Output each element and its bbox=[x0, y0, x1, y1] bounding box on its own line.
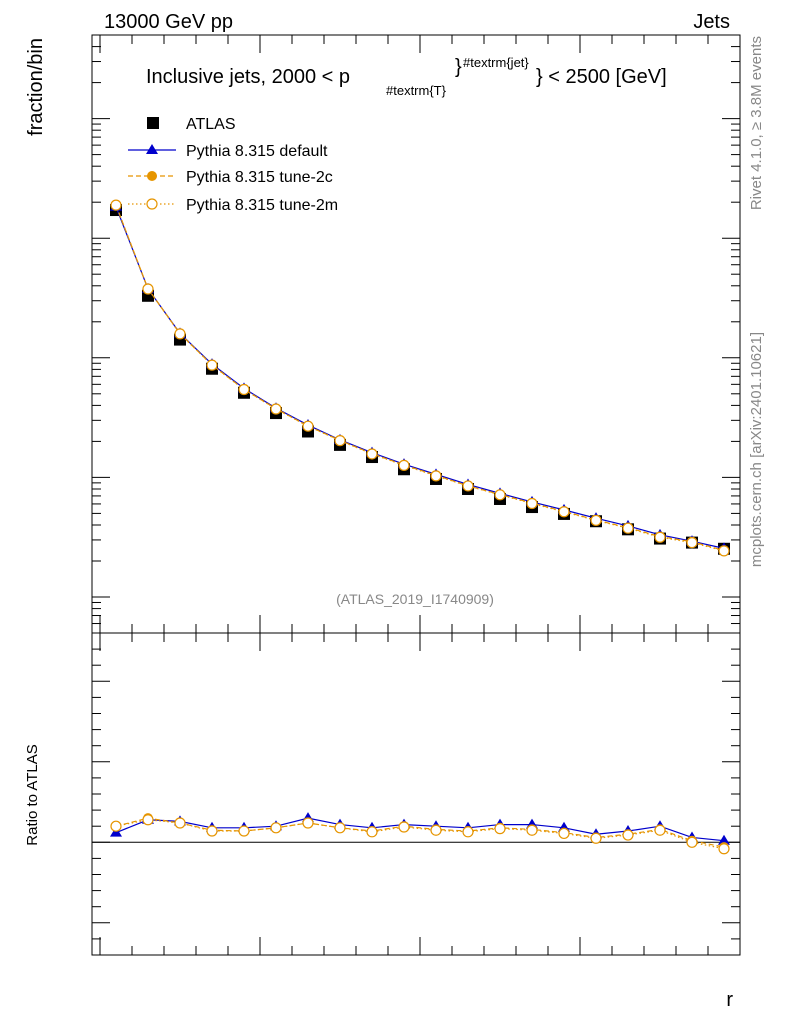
main-point-3 bbox=[206, 359, 218, 371]
title-superscript: #textrm{jet} bbox=[463, 55, 529, 70]
main-point-3 bbox=[686, 536, 698, 549]
main-point-3 bbox=[302, 420, 314, 432]
legend-label-atlas: ATLAS bbox=[186, 116, 236, 133]
main-point-3 bbox=[174, 328, 186, 340]
main-point-3 bbox=[142, 283, 154, 295]
ratio-point-2 bbox=[366, 826, 378, 838]
main-point-3 bbox=[590, 514, 602, 526]
title-subscript: #textrm{T} bbox=[386, 83, 447, 98]
y-axis-title: fraction/bin bbox=[25, 38, 47, 136]
ratio-point-2 bbox=[558, 827, 570, 840]
main-point-3 bbox=[654, 531, 666, 543]
plot-title: Inclusive jets, 2000 < p #textrm{T} } #t… bbox=[146, 55, 667, 98]
header-energy-label: 13000 GeV pp bbox=[104, 11, 233, 33]
ratio-series-line-1 bbox=[115, 817, 725, 848]
legend-marker-tune2c bbox=[147, 171, 157, 181]
main-series-line-1 bbox=[115, 206, 725, 549]
title-main: Inclusive jets, 2000 < p bbox=[146, 66, 350, 88]
ratio-plot-frame bbox=[91, 632, 741, 956]
ratio-point-2 bbox=[142, 814, 154, 826]
ratio-axis-title: Ratio to ATLAS bbox=[24, 744, 41, 845]
main-point-3 bbox=[494, 489, 506, 501]
legend-label-tune2m: Pythia 8.315 tune-2m bbox=[186, 197, 338, 214]
main-point-3 bbox=[334, 435, 346, 447]
ratio-point-0 bbox=[718, 834, 730, 845]
ratio-point-2 bbox=[686, 836, 698, 848]
main-point-3 bbox=[622, 522, 634, 534]
legend-label-tune2c: Pythia 8.315 tune-2c bbox=[186, 169, 333, 186]
ratio-point-2 bbox=[622, 829, 634, 841]
ratio-point-2 bbox=[398, 821, 410, 833]
ratio-point-2 bbox=[110, 820, 122, 832]
ratio-point-2 bbox=[494, 823, 506, 835]
ratio-axes bbox=[92, 632, 741, 956]
ratio-point-2 bbox=[238, 825, 250, 837]
header-jets-label: Jets bbox=[693, 11, 730, 33]
main-point-3 bbox=[238, 383, 250, 396]
ratio-series-line-0 bbox=[115, 817, 725, 842]
legend: ATLAS Pythia 8.315 default Pythia 8.315 … bbox=[128, 116, 338, 214]
ratio-point-2 bbox=[174, 817, 186, 829]
ratio-point-2 bbox=[430, 824, 442, 836]
main-point-3 bbox=[366, 448, 378, 460]
main-axes bbox=[92, 34, 741, 634]
main-point-3 bbox=[558, 506, 570, 518]
ratio-point-2 bbox=[270, 822, 282, 834]
main-point-3 bbox=[526, 497, 538, 510]
legend-marker-tune2m bbox=[146, 198, 158, 210]
ratio-point-2 bbox=[654, 824, 666, 836]
main-point-3 bbox=[110, 199, 122, 211]
ratio-point-2 bbox=[334, 822, 346, 834]
main-point-3 bbox=[718, 545, 730, 557]
ratio-point-2 bbox=[462, 826, 474, 838]
title-range-end: } < 2500 [GeV] bbox=[536, 66, 667, 88]
legend-marker-default bbox=[146, 144, 158, 154]
title-brace: } bbox=[455, 56, 462, 78]
main-series-line-2 bbox=[115, 204, 725, 552]
mcplots-label: mcplots.cern.ch [arXiv:2401.10621] bbox=[748, 332, 765, 567]
ratio-point-2 bbox=[302, 817, 314, 829]
ratio-point-2 bbox=[526, 824, 538, 836]
main-series-line-3 bbox=[115, 204, 725, 552]
main-series bbox=[110, 199, 730, 557]
x-axis-title: r bbox=[726, 989, 733, 1011]
main-point-3 bbox=[270, 403, 282, 415]
ratio-point-2 bbox=[206, 825, 218, 837]
ratio-point-2 bbox=[718, 843, 730, 855]
analysis-id-label: (ATLAS_2019_I1740909) bbox=[336, 591, 494, 607]
ratio-series bbox=[110, 812, 730, 855]
main-point-3 bbox=[430, 470, 442, 482]
legend-marker-atlas bbox=[147, 117, 159, 129]
main-point-3 bbox=[462, 480, 474, 492]
rivet-version-label: Rivet 4.1.0, ≥ 3.8M events bbox=[748, 36, 765, 210]
legend-label-default: Pythia 8.315 default bbox=[186, 143, 328, 160]
ratio-point-2 bbox=[590, 832, 602, 844]
main-point-3 bbox=[398, 459, 410, 471]
